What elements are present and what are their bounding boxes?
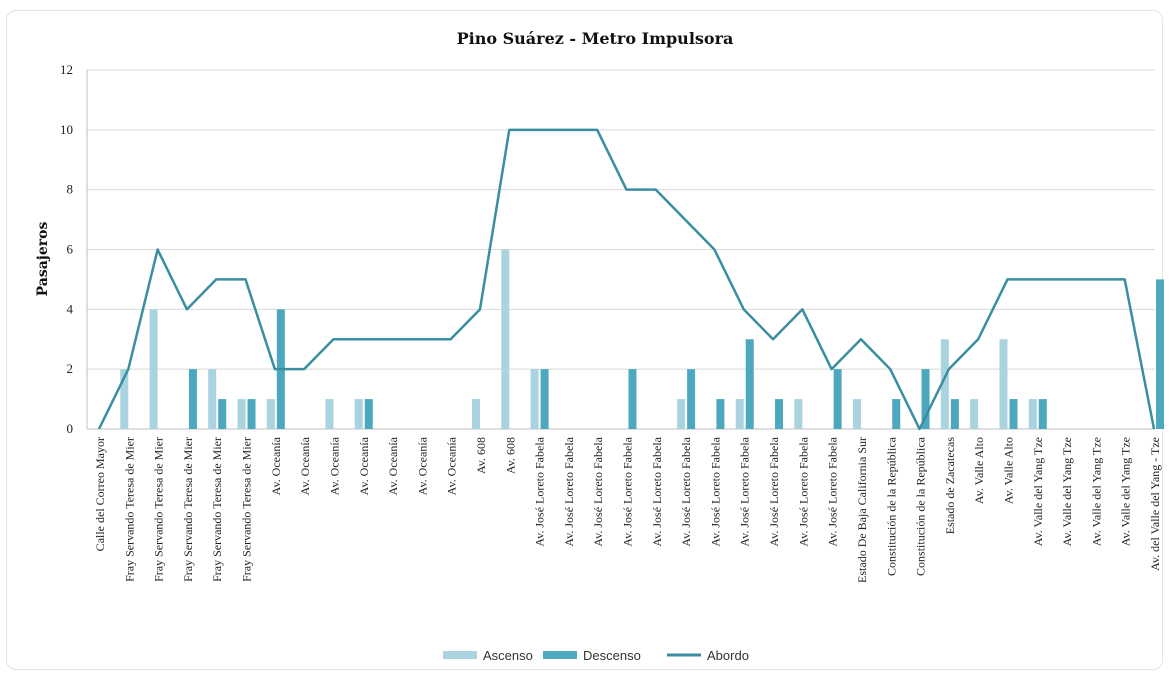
bar-ascenso	[471, 399, 480, 429]
bar-descenso	[745, 339, 754, 429]
legend: Ascenso Descenso Abordo	[443, 648, 749, 663]
x-tick-label: Av. José Loreto Fabela	[826, 436, 840, 546]
chart-title: Pino Suárez - Metro Impulsora	[457, 29, 734, 48]
x-tick-label: Fray Servando Teresa de Mier	[122, 437, 136, 582]
x-tick-label: Av. 608	[503, 437, 517, 474]
bar-descenso	[364, 399, 373, 429]
x-tick-label: Av. Oceanía	[327, 436, 341, 495]
x-tick-label: Av. Valle del Yang Tze	[1031, 437, 1045, 546]
bar-ascenso	[1028, 399, 1037, 429]
bar-ascenso	[208, 369, 217, 429]
bar-descenso	[1156, 279, 1164, 429]
x-tick-label: Estado de Zacatecas	[943, 437, 957, 535]
legend-label-descenso: Descenso	[583, 648, 641, 663]
x-tick-label: Av. Valle del Yang Tze	[1089, 437, 1103, 546]
x-tick-label: Av. Valle Alto	[972, 437, 986, 504]
bar-ascenso	[852, 399, 861, 429]
bar-descenso	[892, 399, 901, 429]
y-tick-label: 0	[67, 421, 74, 436]
x-tick-label: Av. Oceanía	[415, 436, 429, 495]
x-tick-label: Estado De Baja California Sur	[855, 437, 869, 583]
legend-label-abordo: Abordo	[707, 648, 749, 663]
bar-ascenso	[677, 399, 686, 429]
x-tick-label: Av. José Loreto Fabela	[621, 436, 635, 546]
x-tick-label: Fray Servando Teresa de Mier	[181, 437, 195, 582]
y-axis-label: Pasajeros	[35, 222, 51, 297]
grid-layer	[86, 69, 1155, 430]
bar-layer	[120, 249, 1164, 429]
x-tick-label: Fray Servando Teresa de Mier	[240, 437, 254, 582]
bar-ascenso	[794, 399, 803, 429]
x-tick-label: Av. José Loreto Fabela	[708, 436, 722, 546]
x-tick-label: Av. Oceanía	[386, 436, 400, 495]
x-tick-label: Av. José Loreto Fabela	[650, 436, 664, 546]
bar-ascenso	[501, 249, 510, 429]
bar-descenso	[628, 369, 637, 429]
bar-ascenso	[999, 339, 1008, 429]
x-tick-label: Av. Valle Alto	[1001, 437, 1015, 504]
bar-descenso	[1038, 399, 1047, 429]
legend-swatch-ascenso	[443, 651, 477, 659]
x-tick-label: Av. José Loreto Fabela	[738, 436, 752, 546]
y-tick-labels: 0 2 4 6 8 10 12	[60, 62, 74, 436]
x-tick-label: Constitución de la República	[914, 436, 928, 576]
x-tick-label: Av. José Loreto Fabela	[796, 436, 810, 546]
x-tick-label: Av. del Valle del Yang - Tze	[1148, 437, 1162, 571]
x-tick-label: Av. 608	[474, 437, 488, 474]
x-tick-label: Av. Oceanía	[269, 436, 283, 495]
chart-svg: Pino Suárez - Metro Impulsora Pasajeros …	[35, 29, 1164, 663]
bar-descenso	[950, 399, 959, 429]
bar-descenso	[540, 369, 549, 429]
bar-descenso	[833, 369, 842, 429]
line-layer	[97, 128, 1156, 431]
bar-descenso	[716, 399, 725, 429]
x-tick-label: Fray Servando Teresa de Mier	[210, 437, 224, 582]
bar-descenso	[775, 399, 784, 429]
bar-descenso	[687, 369, 696, 429]
bar-descenso	[188, 369, 197, 429]
y-tick-label: 8	[67, 182, 74, 197]
bar-ascenso	[970, 399, 979, 429]
x-tick-label: Av. Valle del Yang Tze	[1060, 437, 1074, 546]
bar-descenso	[247, 399, 256, 429]
x-tick-label: Av. José Loreto Fabela	[533, 436, 547, 546]
x-tick-label: Av. Oceanía	[445, 436, 459, 495]
x-tick-label: Av. José Loreto Fabela	[562, 436, 576, 546]
x-tick-label: Av. Oceanía	[357, 436, 371, 495]
x-tick-label: Calle del Correo Mayor	[93, 437, 107, 551]
x-tick-labels: Calle del Correo Mayor Fray Servando Tere…	[93, 436, 1162, 583]
bar-ascenso	[266, 399, 275, 429]
x-tick-label: Av. José Loreto Fabela	[591, 436, 605, 546]
bar-ascenso	[149, 309, 158, 429]
y-tick-label: 4	[67, 301, 74, 316]
y-tick-label: 2	[67, 361, 74, 376]
bar-ascenso	[530, 369, 539, 429]
line-abordo	[97, 128, 1156, 431]
legend-label-ascenso: Ascenso	[483, 648, 533, 663]
bar-descenso	[1009, 399, 1018, 429]
bar-ascenso	[940, 339, 949, 429]
bar-ascenso	[354, 399, 363, 429]
x-tick-label: Fray Servando Teresa de Mier	[152, 437, 166, 582]
bar-ascenso	[735, 399, 744, 429]
bar-ascenso	[237, 399, 246, 429]
x-tick-label: Av. Oceanía	[298, 436, 312, 495]
y-tick-label: 10	[60, 122, 73, 137]
bar-ascenso	[325, 399, 334, 429]
x-tick-label: Av. Valle del Yang Tze	[1119, 437, 1133, 546]
x-tick-label: Constitución de la República	[884, 436, 898, 576]
chart-card: Pino Suárez - Metro Impulsora Pasajeros …	[6, 10, 1164, 670]
y-tick-label: 12	[60, 62, 73, 77]
x-tick-label: Av. José Loreto Fabela	[767, 436, 781, 546]
legend-swatch-descenso	[543, 651, 577, 659]
bar-ascenso	[120, 369, 129, 429]
x-tick-label: Av. José Loreto Fabela	[679, 436, 693, 546]
y-tick-label: 6	[67, 242, 74, 257]
bar-descenso	[218, 399, 227, 429]
bar-descenso	[921, 369, 930, 429]
